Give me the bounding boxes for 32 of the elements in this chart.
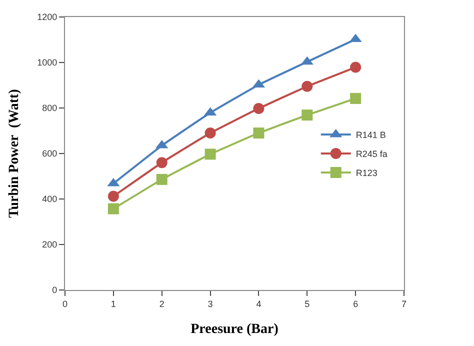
y-tick-label: 800 <box>42 103 58 114</box>
point <box>253 128 264 139</box>
x-tick-label: 4 <box>256 298 262 309</box>
y-tick-label: 200 <box>42 240 58 250</box>
point <box>108 190 119 202</box>
legend-label: R123 <box>356 168 378 178</box>
y-tick-label: 400 <box>42 194 58 204</box>
x-tick-label: 2 <box>159 298 164 309</box>
x-tick-label: 7 <box>401 298 407 309</box>
point <box>156 157 168 168</box>
legend-label: R245 fa <box>356 149 388 160</box>
x-axis-title: Preesure (Bar) <box>190 322 279 338</box>
point <box>156 174 168 185</box>
point <box>204 128 216 139</box>
y-tick-label: 1200 <box>37 12 58 22</box>
legend-label: R141 B <box>356 130 386 140</box>
point <box>302 110 313 121</box>
point <box>204 148 216 160</box>
x-tick-label: 3 <box>208 298 213 309</box>
x-tick-label: 0 <box>62 298 68 309</box>
x-tick-label: 6 <box>353 298 358 309</box>
y-axis-title: Turbin Power (Watt) <box>6 88 22 218</box>
x-tick-label: 5 <box>304 298 310 309</box>
point <box>253 102 264 114</box>
y-tick-label: 0 <box>52 285 58 296</box>
point <box>108 203 119 214</box>
y-tick-label: 600 <box>42 148 58 159</box>
point <box>302 80 313 92</box>
point <box>350 62 362 73</box>
x-tick-label: 1 <box>110 298 116 309</box>
point <box>350 92 362 104</box>
y-tick-label: 1000 <box>37 58 58 68</box>
